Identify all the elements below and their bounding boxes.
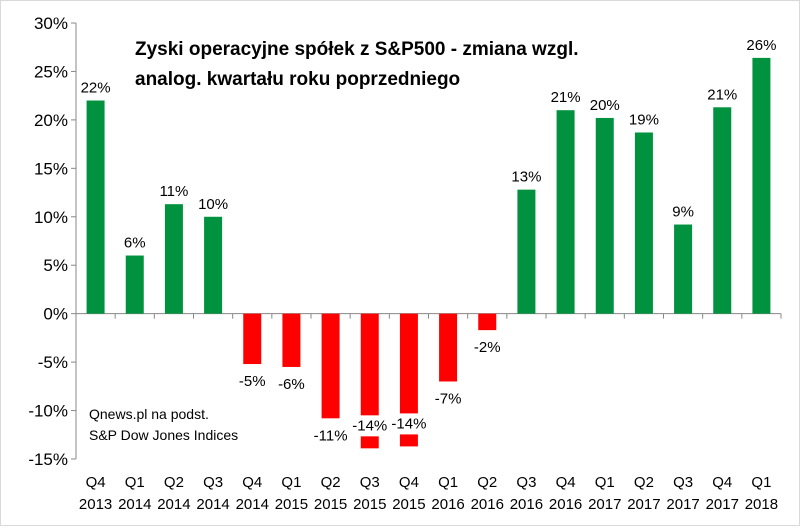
x-tick-label-quarter: Q4 <box>399 474 419 491</box>
data-label: 11% <box>159 183 188 200</box>
x-tick-label-year: 2014 <box>118 496 151 513</box>
x-tick-label-year: 2017 <box>706 496 739 513</box>
data-label: 6% <box>124 235 146 252</box>
data-label: 10% <box>198 196 228 213</box>
y-tick-label: -10% <box>28 402 68 421</box>
x-tick-label-year: 2014 <box>236 496 269 513</box>
bar <box>674 224 693 314</box>
bar <box>752 57 771 314</box>
data-label: 21% <box>551 89 581 106</box>
x-tick-label-quarter: Q3 <box>516 474 536 491</box>
bar <box>439 313 458 382</box>
x-tick-label-quarter: Q1 <box>438 474 458 491</box>
bar <box>360 313 379 449</box>
data-label: -5% <box>239 373 266 390</box>
x-tick-label-quarter: Q2 <box>477 474 497 491</box>
x-tick-label-quarter: Q1 <box>125 474 145 491</box>
bar <box>243 313 262 365</box>
x-tick-label-quarter: Q1 <box>595 474 615 491</box>
x-tick-label-year: 2015 <box>353 496 386 513</box>
y-tick-label: 25% <box>34 62 68 81</box>
y-tick-label: 15% <box>34 159 68 178</box>
data-label: -14% <box>391 415 426 432</box>
y-tick-label: -5% <box>38 353 68 372</box>
bar <box>86 100 105 314</box>
y-tick-label: 10% <box>34 208 68 227</box>
chart-title-line-2: analog. kwartału roku poprzedniego <box>135 69 460 90</box>
x-tick-label-quarter: Q3 <box>203 474 223 491</box>
data-label: -7% <box>435 390 462 407</box>
data-label: 22% <box>81 80 111 97</box>
x-tick-label-quarter: Q4 <box>712 474 732 491</box>
bar <box>321 313 340 419</box>
x-tick-label-quarter: Q4 <box>86 474 106 491</box>
x-tick-label-year: 2015 <box>275 496 308 513</box>
x-tick-label-quarter: Q3 <box>673 474 693 491</box>
x-tick-label-year: 2015 <box>392 496 425 513</box>
data-label: 26% <box>746 37 776 54</box>
data-label: 13% <box>511 169 541 186</box>
x-tick-label-year: 2018 <box>745 496 778 513</box>
x-tick-label-year: 2017 <box>588 496 621 513</box>
x-tick-label-year: 2013 <box>79 496 112 513</box>
data-label: 19% <box>629 111 659 128</box>
y-tick-label: 5% <box>43 256 68 275</box>
bar <box>125 255 144 314</box>
bar <box>282 313 301 367</box>
bar <box>517 189 536 314</box>
y-tick-label: -15% <box>28 450 68 469</box>
x-tick-label-year: 2016 <box>510 496 543 513</box>
y-tick-label: 0% <box>43 305 68 324</box>
data-label: -14% <box>352 417 387 434</box>
x-tick-label-quarter: Q2 <box>321 474 341 491</box>
x-tick-label-year: 2015 <box>314 496 347 513</box>
x-tick-label-quarter: Q1 <box>281 474 301 491</box>
bar <box>399 313 418 447</box>
x-tick-label-year: 2016 <box>431 496 464 513</box>
bar <box>556 110 575 314</box>
bar <box>478 313 497 331</box>
x-tick-label-year: 2017 <box>627 496 660 513</box>
x-tick-label-quarter: Q1 <box>751 474 771 491</box>
x-tick-label-quarter: Q4 <box>556 474 576 491</box>
data-label-background <box>389 413 428 435</box>
x-tick-label-quarter: Q2 <box>164 474 184 491</box>
source-line-2: S&P Dow Jones Indices <box>89 427 238 443</box>
x-tick-label-year: 2014 <box>196 496 229 513</box>
data-label-background <box>350 415 389 437</box>
data-label: -2% <box>474 339 501 356</box>
bar <box>595 117 614 314</box>
chart-title-line-1: Zyski operacyjne spółek z S&P500 - zmian… <box>135 39 579 60</box>
bar <box>164 204 183 314</box>
data-label: 9% <box>672 204 694 221</box>
data-label: 20% <box>590 97 620 114</box>
y-tick-label: 30% <box>34 14 68 33</box>
x-tick-label-year: 2014 <box>157 496 190 513</box>
data-label: -6% <box>278 376 305 393</box>
x-tick-label-quarter: Q2 <box>634 474 654 491</box>
x-tick-label-year: 2016 <box>471 496 504 513</box>
source-line-1: Qnews.pl na podst. <box>89 406 209 422</box>
x-tick-label-quarter: Q3 <box>360 474 380 491</box>
data-label: 21% <box>707 86 737 103</box>
bar <box>204 216 223 314</box>
bar <box>634 132 653 314</box>
y-tick-label: 20% <box>34 111 68 130</box>
x-tick-label-year: 2016 <box>549 496 582 513</box>
x-tick-label-quarter: Q4 <box>242 474 262 491</box>
data-label: -11% <box>314 427 348 444</box>
x-tick-label-year: 2017 <box>666 496 699 513</box>
bar <box>713 107 732 314</box>
